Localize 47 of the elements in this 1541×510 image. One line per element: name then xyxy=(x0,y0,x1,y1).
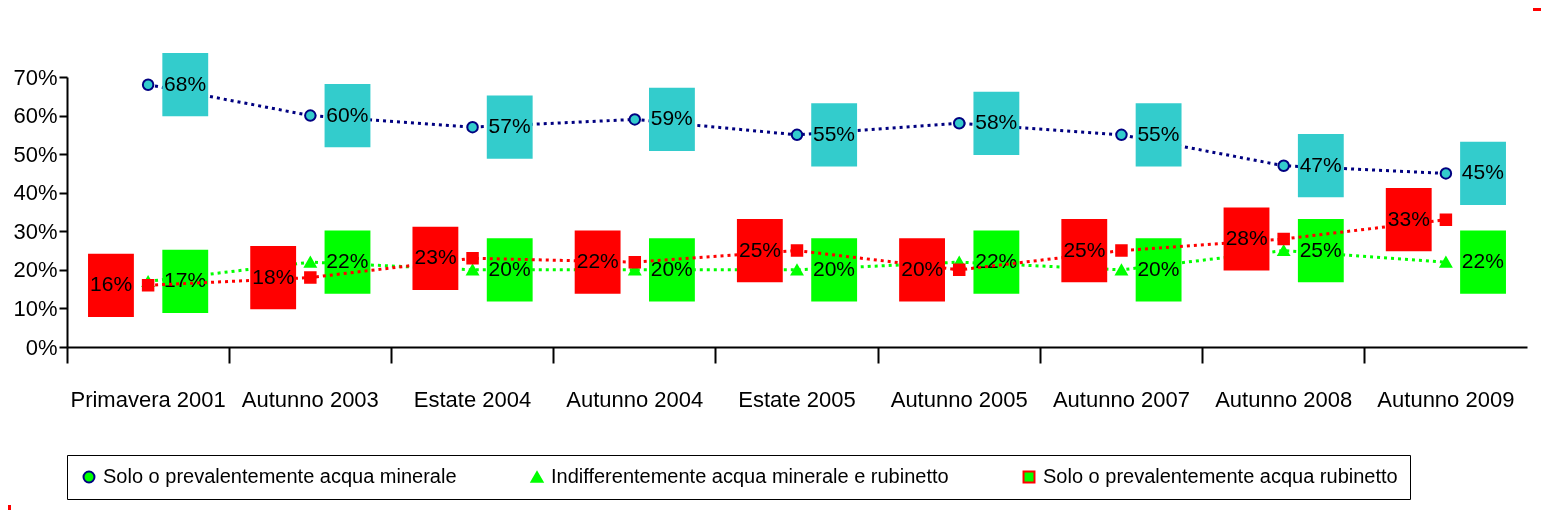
data-label: 45% xyxy=(1461,160,1504,184)
x-tick-label: Autunno 2009 xyxy=(1377,386,1515,412)
y-tick-label: 70% xyxy=(13,64,58,90)
y-tick-label: 10% xyxy=(13,295,58,321)
x-tick-label: Autunno 2004 xyxy=(566,386,704,412)
y-tick-label: 50% xyxy=(13,141,58,167)
x-tick-label: Primavera 2001 xyxy=(70,386,226,412)
data-label: 60% xyxy=(326,102,369,126)
data-label: 23% xyxy=(414,245,457,269)
data-label: 22% xyxy=(576,249,619,273)
data-label: 22% xyxy=(1461,249,1504,273)
data-label: 59% xyxy=(650,106,693,130)
x-tick-label: Autunno 2008 xyxy=(1215,386,1353,412)
legend-label: Indifferentemente acqua minerale e rubinetto xyxy=(551,465,949,487)
y-tick-label: 20% xyxy=(13,257,58,283)
data-label: 22% xyxy=(326,249,369,273)
data-label: 25% xyxy=(1063,237,1106,261)
data-label: 22% xyxy=(975,249,1018,273)
data-label: 33% xyxy=(1387,206,1430,230)
data-label: 28% xyxy=(1225,226,1268,249)
data-label: 68% xyxy=(164,71,207,95)
data-label: 20% xyxy=(488,256,531,280)
data-label: 17% xyxy=(164,268,207,292)
x-tick-label: Estate 2004 xyxy=(413,386,532,412)
y-tick-label: 60% xyxy=(13,103,58,129)
data-label: 25% xyxy=(1299,237,1342,261)
data-label: 47% xyxy=(1299,152,1342,176)
y-tick-label: 0% xyxy=(25,334,58,360)
data-label: 20% xyxy=(1137,256,1180,280)
data-label: 55% xyxy=(812,121,856,145)
x-tick-label: Estate 2005 xyxy=(738,386,856,412)
data-label: 20% xyxy=(901,256,944,280)
y-tick-label: 40% xyxy=(13,180,58,206)
legend-label: Solo o prevalentemente acqua minerale xyxy=(103,465,457,487)
x-tick-label: Autunno 2003 xyxy=(241,386,379,412)
data-label: 18% xyxy=(252,264,295,288)
data-label: 55% xyxy=(1137,121,1180,145)
x-tick-label: Autunno 2007 xyxy=(1052,386,1190,412)
data-label: 20% xyxy=(650,256,693,280)
data-label: 20% xyxy=(812,256,856,280)
data-label: 25% xyxy=(738,237,782,261)
data-label: 58% xyxy=(975,110,1018,134)
data-label: 16% xyxy=(90,272,133,296)
data-label: 57% xyxy=(488,114,531,138)
y-tick-label: 30% xyxy=(13,218,58,244)
x-tick-label: Autunno 2005 xyxy=(890,386,1028,412)
legend-label: Solo o prevalentemente acqua rubinetto xyxy=(1043,465,1398,487)
